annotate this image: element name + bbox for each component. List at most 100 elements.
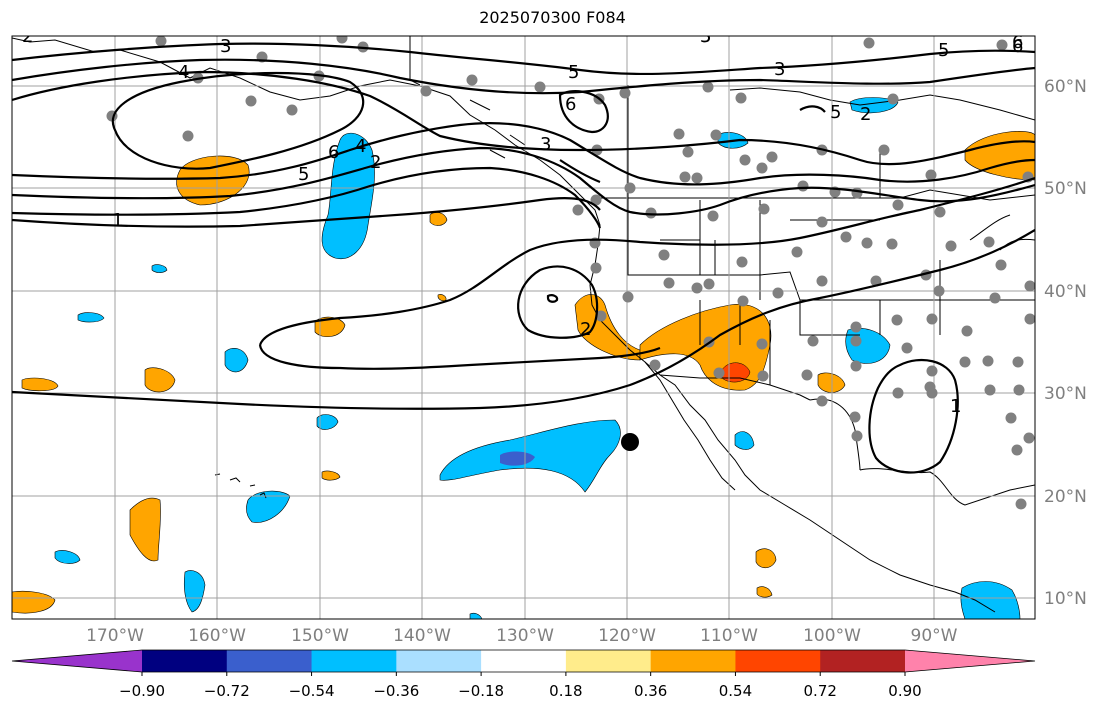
station-dot — [887, 93, 899, 105]
station-dot — [926, 313, 938, 325]
station-dot — [816, 275, 828, 287]
station-dot — [737, 295, 749, 307]
station-dot — [572, 204, 584, 216]
station-dot — [892, 387, 904, 399]
colorbar-segment — [481, 650, 567, 672]
contour-label: 3 — [220, 36, 231, 57]
station-dot — [996, 39, 1008, 51]
colorbar-tick-label: 0.18 — [549, 682, 583, 700]
coastlines-and-borders — [12, 36, 1035, 613]
highlight-marker — [621, 433, 639, 451]
colorbar-segment — [142, 650, 228, 672]
station-dot — [622, 291, 634, 303]
station-dot — [849, 411, 861, 423]
station-dot — [645, 207, 657, 219]
station-dot — [840, 231, 852, 243]
station-dot — [736, 256, 748, 268]
station-dot — [983, 236, 995, 248]
colorbar-segment — [565, 650, 652, 672]
station-dot — [891, 314, 903, 326]
station-dot — [710, 129, 722, 141]
station-dot — [758, 203, 770, 215]
colorbar-tick-label: −0.54 — [288, 682, 335, 700]
contour-label: 4 — [355, 136, 366, 157]
station-dot — [1015, 498, 1027, 510]
station-dot — [863, 37, 875, 49]
lon-label-140w: 140°W — [393, 626, 451, 646]
lat-label-50n: 50°N — [1044, 179, 1087, 199]
colorbar-tick-label: −0.36 — [373, 682, 420, 700]
contour-label: 2 — [860, 104, 871, 125]
station-dot — [850, 335, 862, 347]
station-dot — [155, 36, 167, 47]
colorbar-tick-label: 0.36 — [633, 682, 668, 700]
station-dot — [850, 321, 862, 333]
station-dot — [772, 287, 784, 299]
station-dot — [682, 146, 694, 158]
contour-label: 1 — [112, 210, 123, 231]
station-dot — [945, 240, 957, 252]
colorbar-segment — [735, 650, 821, 672]
station-dot — [703, 278, 715, 290]
station-dot — [286, 104, 298, 116]
station-dot — [691, 282, 703, 294]
contour-label: 5 — [938, 40, 949, 61]
colorbar-extend-high — [905, 650, 1035, 672]
station-dot — [766, 151, 778, 163]
station-dot — [850, 360, 862, 372]
station-dot — [807, 335, 819, 347]
station-dot — [1024, 280, 1035, 292]
station-dot — [791, 246, 803, 258]
station-dot — [735, 92, 747, 104]
contour-label: 2 — [370, 152, 381, 173]
contour-label: 5 — [298, 164, 309, 185]
contour-label: 6 — [565, 94, 576, 115]
map-title: 2025070300 F084 — [479, 8, 626, 27]
contour-label: 6 — [1012, 32, 1023, 53]
station-dot — [995, 259, 1007, 271]
colorbar-tick-label: 0.54 — [718, 682, 753, 700]
contour-label: 3 — [700, 26, 711, 47]
station-dot — [713, 367, 725, 379]
map-frame — [11, 35, 1036, 620]
station-dot — [878, 144, 890, 156]
lat-label-30n: 30°N — [1044, 384, 1087, 404]
station-dot — [801, 369, 813, 381]
station-dot — [619, 87, 631, 99]
station-dot — [707, 210, 719, 222]
lon-label-90w: 90°W — [910, 626, 958, 646]
contour-label: 6 — [328, 142, 339, 163]
lon-label-150w: 150°W — [291, 626, 349, 646]
station-dot — [1023, 432, 1035, 444]
station-dot — [959, 356, 971, 368]
station-dot — [658, 249, 670, 261]
station-dot — [1024, 313, 1035, 325]
colorbar-tick-label: −0.90 — [119, 682, 165, 700]
station-dot — [870, 275, 882, 287]
station-dot — [989, 292, 1001, 304]
colorbar — [11, 649, 1036, 676]
station-dot — [924, 381, 936, 393]
lat-label-10n: 10°N — [1044, 589, 1087, 609]
station-dot — [595, 310, 607, 322]
contour-label: 5 — [568, 62, 579, 83]
map-background — [12, 36, 1035, 619]
station-dot — [739, 154, 751, 166]
colorbar-tick-label: 0.90 — [888, 682, 922, 700]
lat-label-40n: 40°N — [1044, 282, 1087, 302]
lon-label-120w: 120°W — [598, 626, 656, 646]
contour-label: 4 — [178, 62, 189, 83]
station-dot — [466, 74, 478, 86]
station-dot — [691, 172, 703, 184]
station-dot — [984, 384, 996, 396]
station-dot — [961, 325, 973, 337]
station-dot — [420, 85, 432, 97]
lat-label-60n: 60°N — [1044, 77, 1087, 97]
graticule — [12, 36, 1035, 619]
contour-lines — [12, 42, 1035, 474]
lon-label-160w: 160°W — [188, 626, 246, 646]
contour-label: 1 — [950, 396, 961, 417]
contour-label: 3 — [540, 134, 551, 155]
colorbar-tick-label: −0.18 — [458, 682, 505, 700]
